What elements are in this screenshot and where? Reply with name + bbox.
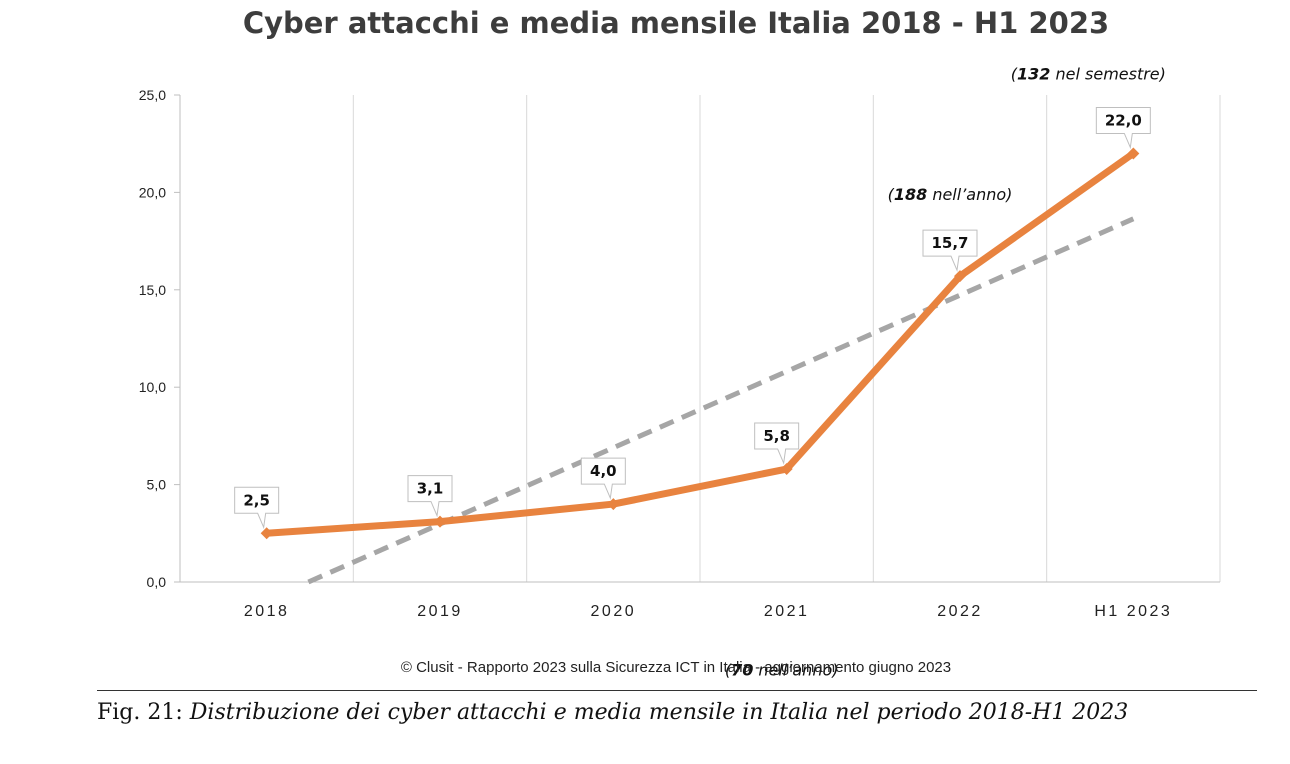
data-point	[954, 270, 966, 283]
annotation-count: 188	[894, 185, 927, 204]
grid-lines	[352, 95, 1221, 582]
copyright-notice: © Clusit - Rapporto 2023 sulla Sicurezza…	[400, 659, 952, 676]
series-layer	[260, 147, 1140, 540]
data-label-box	[234, 486, 280, 530]
annotation-paren: (	[888, 185, 895, 204]
annotation-count: 132	[1017, 64, 1050, 83]
data-label-box	[754, 422, 800, 465]
data-label: 15,7	[922, 229, 978, 272]
data-label: 2,5	[234, 486, 280, 530]
data-label: 22,0	[1095, 106, 1151, 150]
data-point	[260, 527, 273, 540]
data-label: 5,8	[754, 422, 800, 465]
y-tick-label: 20,0	[139, 184, 166, 200]
data-label-text: 15,7	[931, 234, 968, 252]
data-point	[1127, 147, 1140, 160]
data-label-box	[580, 457, 626, 500]
y-tick-label: 5,0	[147, 477, 167, 493]
data-label-box	[407, 475, 453, 518]
annotation-paren: (	[725, 661, 732, 680]
annotations: (70 nell’anno)(188 nell’anno)(132 nel se…	[725, 64, 1166, 679]
data-label-box	[922, 229, 978, 272]
x-tick-label: 2019	[417, 603, 463, 620]
data-labels: 2,5 3,1 4,0 5,8 15,7 22,0	[234, 106, 1151, 530]
caption-prefix: Fig. 21:	[97, 700, 183, 725]
annotation-text: (188 nell’anno)	[888, 185, 1013, 204]
annotation-paren: (	[1011, 64, 1018, 83]
data-label-text: 2,5	[243, 491, 270, 509]
y-tick-label: 15,0	[139, 282, 166, 298]
x-tick-label: 2022	[937, 603, 983, 620]
data-point	[607, 498, 620, 511]
x-tick-label: H1 2023	[1094, 603, 1172, 620]
trendline-layer	[307, 216, 1135, 585]
annotation-suffix: nel semestre)	[1050, 64, 1165, 83]
data-point	[780, 463, 793, 476]
y-tick-label: 10,0	[139, 379, 166, 395]
caption-divider	[97, 690, 1257, 691]
x-tick-label: 2021	[764, 603, 810, 620]
chart-title: Cyber attacchi e media mensile Italia 20…	[242, 6, 1110, 40]
caption-text: Distribuzione dei cyber attacchi e media…	[189, 700, 1129, 725]
annotation-count: 70	[731, 661, 753, 680]
trendline	[307, 216, 1135, 585]
data-label-box	[1095, 106, 1151, 150]
data-point	[434, 515, 446, 528]
annotation-suffix: nell’anno)	[753, 661, 838, 680]
data-label: 3,1	[407, 475, 453, 518]
y-tick-label: 0,0	[147, 574, 167, 590]
figure-caption: Fig. 21: Distribuzione dei cyber attacch…	[97, 700, 1128, 725]
annotation-text: (132 nel semestre)	[1011, 64, 1166, 83]
series-line	[263, 149, 1137, 537]
y-tick-label: 25,0	[139, 87, 166, 103]
data-label-text: 3,1	[417, 480, 444, 498]
data-label-text: 22,0	[1105, 111, 1142, 129]
data-label-text: 5,8	[763, 427, 790, 445]
annotation-suffix: nell’anno)	[927, 185, 1012, 204]
data-label-text: 4,0	[590, 462, 617, 480]
x-tick-label: 2018	[244, 603, 290, 620]
data-label: 4,0	[580, 457, 626, 500]
x-tick-label: 2020	[591, 603, 637, 620]
annotation-text: (70 nell’anno)	[725, 661, 839, 680]
axes: 0,0 5,0 10,0 15,0 20,0 25,0 2018 2019 2020 2021 20…	[139, 87, 1220, 620]
